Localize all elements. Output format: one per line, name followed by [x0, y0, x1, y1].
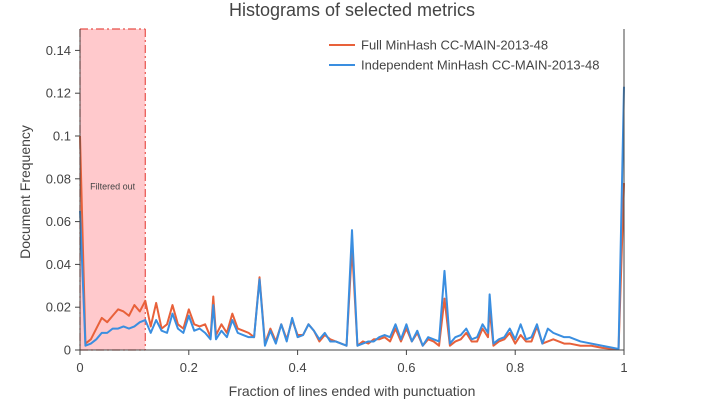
x-axis-ticks: 0 0.2 0.4 0.6 0.8 1	[76, 350, 628, 375]
y-axis-label: Document Frequency	[17, 125, 33, 259]
y-tick-label: 0.1	[53, 129, 71, 144]
series-lines	[79, 86, 625, 350]
x-axis-label: Fraction of lines ended with punctuation	[229, 383, 476, 399]
legend: Full MinHash CC-MAIN-2013-48 Independent…	[329, 38, 599, 73]
plot-area: Filtered out	[79, 28, 146, 351]
legend-label-independent-minhash: Independent MinHash CC-MAIN-2013-48	[361, 58, 599, 73]
y-tick-label: 0.14	[46, 43, 71, 58]
y-tick-label: 0.08	[46, 171, 71, 186]
filtered-region-label: Filtered out	[90, 182, 136, 192]
legend-label-full-minhash: Full MinHash CC-MAIN-2013-48	[361, 38, 548, 53]
y-axis-ticks: 0 0.02 0.04 0.06 0.08 0.1 0.12 0.14	[46, 43, 80, 358]
x-tick-label: 0.6	[397, 360, 415, 375]
y-tick-label: 0	[64, 343, 71, 358]
chart-title: Histograms of selected metrics	[229, 0, 475, 20]
y-tick-label: 0.12	[46, 86, 71, 101]
y-tick-label: 0.04	[46, 257, 71, 272]
x-tick-label: 0.4	[289, 360, 307, 375]
x-tick-label: 1	[620, 360, 627, 375]
y-tick-label: 0.02	[46, 300, 71, 315]
x-tick-label: 0	[76, 360, 83, 375]
x-tick-label: 0.8	[506, 360, 524, 375]
series-line-independent-minhash	[79, 86, 625, 350]
y-tick-label: 0.06	[46, 214, 71, 229]
x-tick-label: 0.2	[180, 360, 198, 375]
filtered-region	[80, 29, 146, 350]
